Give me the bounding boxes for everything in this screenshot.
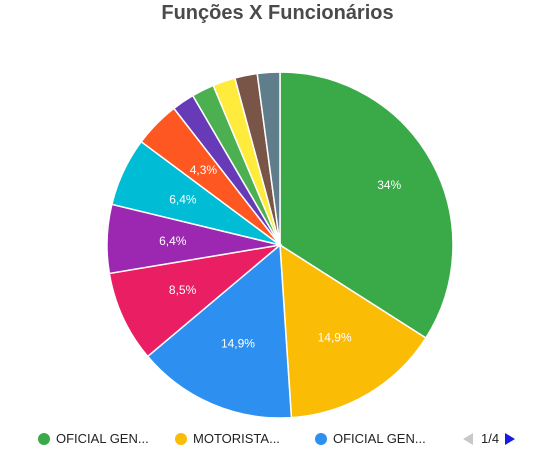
- legend-item[interactable]: OFICIAL GEN...: [315, 431, 426, 446]
- legend-item[interactable]: MOTORISTA...: [175, 431, 280, 446]
- slice-data-label: 34%: [377, 178, 401, 192]
- legend-page-indicator: 1/4: [481, 431, 500, 446]
- slice-data-label: 14,9%: [318, 330, 352, 344]
- slice-data-label: 6,4%: [169, 192, 197, 206]
- pie-slice[interactable]: [256, 71, 281, 246]
- slice-data-label: 8,5%: [169, 283, 197, 297]
- legend: OFICIAL GEN... MOTORISTA... OFICIAL GEN.…: [38, 431, 538, 451]
- legend-pager: 1/4: [463, 431, 516, 446]
- slice-data-label: 6,4%: [159, 234, 187, 248]
- legend-label: OFICIAL GEN...: [56, 431, 149, 446]
- next-page-icon[interactable]: [505, 432, 516, 445]
- legend-swatch-icon: [38, 432, 50, 445]
- slice-data-label: 4,3%: [190, 163, 218, 177]
- pie-slice[interactable]: [279, 243, 427, 419]
- legend-label: MOTORISTA...: [193, 431, 280, 446]
- legend-swatch-icon: [315, 432, 327, 445]
- legend-item[interactable]: OFICIAL GEN...: [38, 431, 149, 446]
- pie-slice[interactable]: [146, 243, 293, 419]
- previous-page-icon[interactable]: [463, 432, 473, 445]
- legend-label: OFICIAL GEN...: [333, 431, 426, 446]
- pie-slice[interactable]: [108, 243, 283, 358]
- legend-swatch-icon: [175, 432, 187, 445]
- chart-title: Funções X Funcionários: [161, 2, 394, 24]
- slice-data-label: 14,9%: [221, 337, 255, 351]
- pie-chart: 34% 14,9% 14,9% 8,5% 6,4% 6,4% 4,3%: [106, 71, 454, 419]
- pie-slice[interactable]: [279, 71, 454, 340]
